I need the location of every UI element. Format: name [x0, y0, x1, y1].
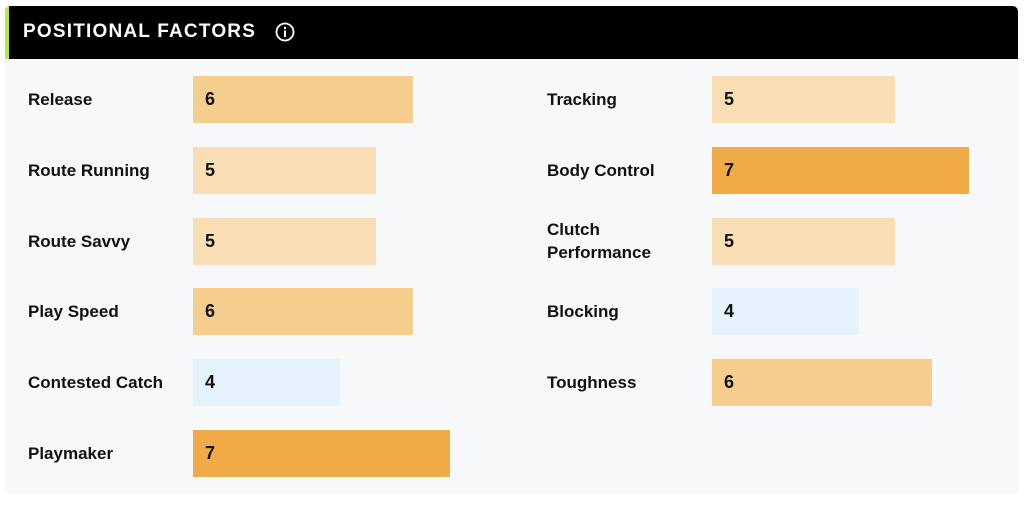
factor-value: 6 — [205, 301, 216, 322]
factor-value: 4 — [724, 301, 735, 322]
factor-bar: 6 — [193, 76, 414, 123]
factor-value: 6 — [205, 89, 216, 109]
factor-value: 7 — [724, 159, 735, 180]
factor-label: Contested Catch — [28, 373, 164, 393]
factor-value: 5 — [205, 230, 216, 251]
factor-label: Blocking — [547, 302, 619, 322]
info-circle-icon[interactable] — [275, 22, 295, 42]
factor-value: 5 — [724, 89, 735, 109]
card-title: POSITIONAL FACTORS — [23, 21, 257, 42]
factor-label: Body Control — [547, 160, 655, 180]
factor-bar: 5 — [193, 146, 377, 194]
factor-bar: 6 — [193, 288, 414, 336]
factor-label: Toughness — [547, 373, 637, 393]
factor-bar: 7 — [193, 430, 450, 477]
card-header: POSITIONAL FACTORS — [5, 6, 1018, 59]
factor-label: Route Savvy — [28, 231, 131, 251]
factor-value: 4 — [205, 372, 216, 393]
factor-value: 5 — [724, 230, 735, 251]
factor-label: Route Running — [28, 160, 150, 180]
factor-bar: 4 — [193, 359, 340, 407]
positional-factors-card: POSITIONAL FACTORS Release 6 Route Running… — [5, 6, 1018, 494]
factor-label: Clutch Performance — [547, 220, 651, 263]
factor-value: 7 — [205, 443, 216, 463]
factor-bar: 5 — [712, 217, 896, 265]
factor-bar: 7 — [712, 146, 969, 194]
factor-label: Play Speed — [28, 302, 119, 322]
factor-value: 5 — [205, 159, 216, 180]
factor-label: Tracking — [547, 90, 617, 109]
factor-bar: 5 — [712, 76, 896, 123]
factor-bar: 6 — [712, 359, 933, 407]
header-accent-bar — [5, 6, 9, 59]
factor-value: 6 — [724, 372, 735, 393]
factor-bar: 4 — [712, 288, 859, 336]
factor-bar: 5 — [193, 217, 377, 265]
factor-label: Release — [28, 90, 93, 109]
factor-label: Playmaker — [28, 444, 114, 463]
